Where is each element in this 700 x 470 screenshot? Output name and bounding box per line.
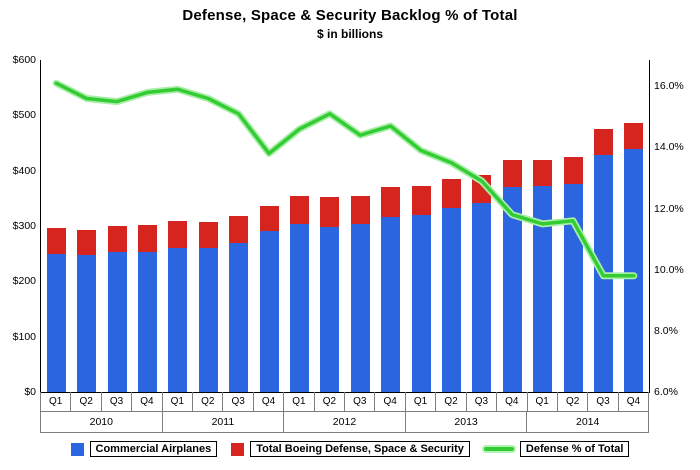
quarter-label: Q4 bbox=[618, 392, 650, 412]
bar-defense-space-security bbox=[46, 227, 66, 255]
right-axis-tick-label: 14.0% bbox=[654, 141, 684, 154]
bar-defense-space-security bbox=[563, 156, 583, 184]
bar-defense-space-security bbox=[350, 195, 370, 224]
quarter-label: Q3 bbox=[101, 392, 133, 412]
quarter-label: Q1 bbox=[527, 392, 558, 412]
bar-defense-space-security bbox=[593, 129, 613, 156]
bar-defense-space-security bbox=[198, 221, 218, 249]
bar-defense-space-security bbox=[137, 224, 157, 252]
quarter-label: Q2 bbox=[557, 392, 589, 412]
quarter-label: Q1 bbox=[284, 392, 315, 412]
bar-defense-space-security bbox=[259, 205, 279, 231]
legend-item-percent: Defense % of Total bbox=[483, 441, 630, 457]
chart-subtitle: $ in billions bbox=[316, 27, 383, 41]
quarter-label: Q4 bbox=[375, 392, 406, 412]
bar-defense-space-security bbox=[411, 186, 431, 215]
bar-defense-space-security bbox=[381, 187, 401, 218]
bar-commercial-airplanes bbox=[107, 252, 127, 392]
bar-commercial-airplanes bbox=[624, 149, 644, 392]
quarter-label: Q1 bbox=[162, 392, 194, 412]
quarter-label: Q3 bbox=[223, 392, 254, 412]
legend-item-commercial: Commercial Airplanes bbox=[70, 441, 218, 457]
bar-commercial-airplanes bbox=[77, 255, 97, 392]
quarter-label: Q3 bbox=[345, 392, 376, 412]
plot-area bbox=[40, 60, 650, 393]
quarter-label: Q2 bbox=[314, 392, 346, 412]
bar-defense-space-security bbox=[168, 220, 188, 248]
year-label: 2010 bbox=[41, 412, 163, 433]
bar-defense-space-security bbox=[441, 178, 461, 208]
left-axis-tick-label: $300 bbox=[12, 220, 36, 232]
year-label: 2014 bbox=[527, 412, 649, 433]
bar-defense-space-security bbox=[289, 195, 309, 225]
quarter-label: Q4 bbox=[132, 392, 163, 412]
legend-label: Defense % of Total bbox=[519, 441, 630, 457]
quarter-label-row: Q1 Q2 Q3 Q4 Q1 Q2 Q3 Q4 Q1 Q2 Q3 Q4 Q1 Q2 Q3 Q4 Q1 Q2 Q3 Q4 bbox=[40, 392, 650, 412]
bar-defense-space-security bbox=[624, 122, 644, 150]
legend-item-defense: Total Boeing Defense, Space & Security bbox=[231, 441, 470, 457]
bar-defense-space-security bbox=[502, 159, 522, 188]
legend-swatch-red-icon bbox=[231, 442, 245, 456]
bar-commercial-airplanes bbox=[502, 187, 522, 392]
bar-commercial-airplanes bbox=[259, 231, 279, 392]
bar-commercial-airplanes bbox=[320, 226, 340, 392]
quarter-label: Q2 bbox=[193, 392, 224, 412]
bar-commercial-airplanes bbox=[350, 223, 370, 392]
quarter-label: Q1 bbox=[405, 392, 437, 412]
right-axis-tick-label: 6.0% bbox=[654, 386, 678, 398]
quarter-label: Q2 bbox=[71, 392, 102, 412]
bar-commercial-airplanes bbox=[411, 214, 431, 392]
left-axis-tick-label: $0 bbox=[24, 386, 36, 398]
year-label-row: 2010 2011 2012 2013 2014 bbox=[40, 412, 649, 433]
chart-title: Defense, Space & Security Backlog % of T… bbox=[182, 7, 518, 24]
defense-percent-line bbox=[52, 79, 638, 280]
legend-swatch-green-line-icon bbox=[483, 447, 514, 451]
bar-defense-space-security bbox=[320, 197, 340, 227]
bar-defense-space-security bbox=[533, 159, 553, 187]
quarter-label: Q4 bbox=[253, 392, 285, 412]
quarter-label: Q3 bbox=[588, 392, 619, 412]
quarter-label: Q3 bbox=[466, 392, 498, 412]
bar-commercial-airplanes bbox=[137, 251, 157, 392]
legend-label: Total Boeing Defense, Space & Security bbox=[250, 441, 470, 457]
quarter-label: Q1 bbox=[41, 392, 72, 412]
year-label: 2012 bbox=[284, 412, 406, 433]
bar-commercial-airplanes bbox=[229, 242, 249, 392]
left-axis-tick-label: $200 bbox=[12, 275, 36, 288]
chart-legend: Commercial Airplanes Total Boeing Defens… bbox=[0, 441, 700, 457]
right-axis-tick-label: 8.0% bbox=[654, 324, 678, 337]
quarter-label: Q4 bbox=[497, 392, 528, 412]
bar-defense-space-security bbox=[107, 226, 127, 252]
bar-defense-space-security bbox=[77, 229, 97, 256]
bar-commercial-airplanes bbox=[198, 248, 218, 392]
left-axis-tick-label: $500 bbox=[12, 109, 36, 122]
bar-commercial-airplanes bbox=[46, 254, 66, 392]
bar-commercial-airplanes bbox=[381, 217, 401, 392]
quarter-label: Q2 bbox=[436, 392, 467, 412]
legend-label: Commercial Airplanes bbox=[89, 441, 218, 457]
left-axis-tick-label: $100 bbox=[12, 330, 36, 343]
bar-commercial-airplanes bbox=[441, 207, 461, 392]
right-axis-tick-label: 12.0% bbox=[654, 202, 684, 215]
right-axis-tick-label: 10.0% bbox=[654, 263, 684, 276]
bar-defense-space-security bbox=[229, 216, 249, 243]
bar-commercial-airplanes bbox=[533, 186, 553, 392]
bar-commercial-airplanes bbox=[168, 247, 188, 392]
year-label: 2013 bbox=[405, 412, 528, 433]
bar-commercial-airplanes bbox=[289, 224, 309, 392]
left-axis-tick-label: $600 bbox=[12, 54, 36, 66]
x-axis: Q1 Q2 Q3 Q4 Q1 Q2 Q3 Q4 Q1 Q2 Q3 Q4 Q1 Q2 Q3 Q4 Q1 Q2 Q3 Q4… bbox=[40, 392, 650, 433]
bar-commercial-airplanes bbox=[472, 202, 492, 392]
right-axis-tick-label: 16.0% bbox=[654, 80, 684, 93]
legend-swatch-blue-icon bbox=[70, 442, 84, 456]
year-label: 2011 bbox=[162, 412, 285, 433]
left-axis-tick-label: $400 bbox=[12, 164, 36, 177]
